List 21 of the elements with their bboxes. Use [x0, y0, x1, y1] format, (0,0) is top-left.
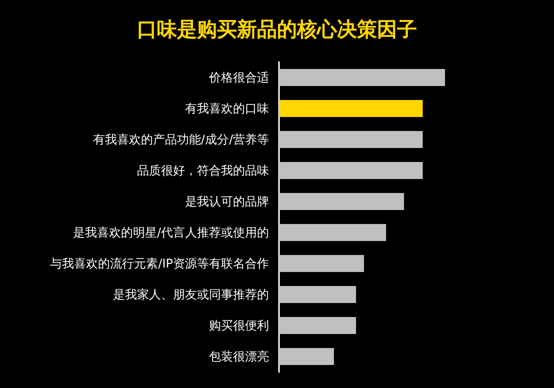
y-tick-label: 有我喜欢的产品功能/成分/营养等 — [92, 132, 269, 146]
bar — [279, 100, 423, 117]
y-tick-label: 包装很漂亮 — [209, 350, 269, 364]
bar — [279, 224, 386, 241]
chart-title: 口味是购买新品的核心决策因子 — [137, 17, 417, 41]
bar — [279, 162, 423, 179]
y-tick-label: 是我喜欢的明星/代言人推荐或使用的 — [72, 226, 269, 240]
bar — [279, 69, 445, 86]
y-tick-label: 价格很合适 — [208, 70, 269, 84]
y-tick-label: 与我喜欢的流行元素/IP资源等有联名合作 — [50, 256, 269, 270]
bar — [279, 348, 334, 365]
y-tick-label: 是我家人、朋友或同事推荐的 — [113, 288, 269, 302]
y-tick-label: 有我喜欢的口味 — [185, 102, 269, 116]
bar — [279, 286, 356, 303]
y-tick-label: 购买很便利 — [209, 318, 269, 332]
y-tick-label: 是我认可的品牌 — [185, 194, 269, 208]
y-tick-label: 品质很好，符合我的品味 — [137, 164, 269, 178]
bar — [279, 317, 356, 334]
bar — [279, 193, 404, 210]
bar — [279, 255, 364, 272]
bar — [279, 131, 423, 148]
